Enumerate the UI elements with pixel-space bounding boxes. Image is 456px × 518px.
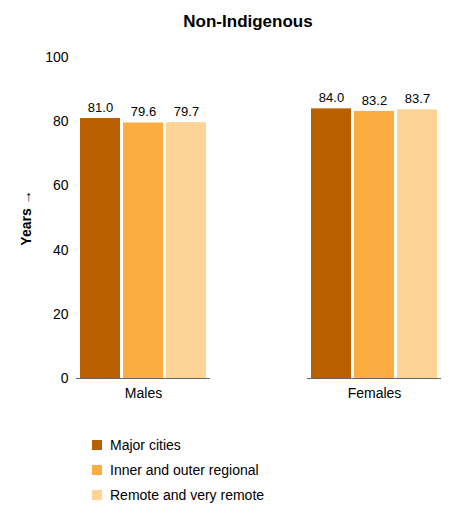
svg-text:84.0: 84.0 [319,90,344,105]
svg-text:80: 80 [53,113,69,129]
svg-text:Years →: Years → [18,190,34,245]
svg-text:81.0: 81.0 [88,100,113,115]
svg-text:60: 60 [53,177,69,193]
svg-text:40: 40 [53,242,69,258]
svg-text:Males: Males [125,385,162,401]
html-text:Major cities: Major cities [110,436,181,453]
svg-text:0: 0 [61,370,69,386]
svg-text:83.7: 83.7 [405,91,430,106]
html-text:Remote and very remote: Remote and very remote [110,486,265,503]
svg-text:100: 100 [45,49,69,65]
svg-text:79.7: 79.7 [174,104,199,119]
html-text:Non-Indigenous: Non-Indigenous [183,12,313,31]
svg-text:20: 20 [53,306,69,322]
svg-text:Females: Females [348,385,402,401]
svg-text:79.6: 79.6 [131,104,156,119]
svg-text:83.2: 83.2 [362,93,387,108]
html-text:Inner and outer regional: Inner and outer regional [110,461,259,478]
